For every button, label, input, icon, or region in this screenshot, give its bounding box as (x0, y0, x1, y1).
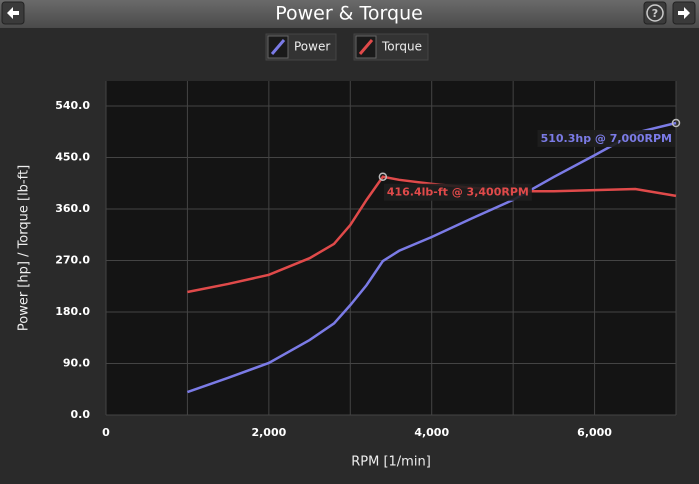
y-tick-label: 90.0 (63, 357, 90, 370)
legend: Power Torque (265, 33, 429, 61)
legend-label: Power (294, 40, 330, 54)
annotation-label: 416.4lb-ft @ 3,400RPM (387, 186, 529, 199)
annotation-background (383, 183, 532, 201)
annotation-marker (378, 172, 388, 181)
legend-item: Power (265, 33, 337, 61)
x-tick-label: 0 (102, 426, 110, 439)
annotation-label: 510.3hp @ 7,000RPM (541, 132, 672, 145)
chart-title: Power & Torque (275, 3, 423, 25)
forward-button[interactable] (672, 1, 696, 25)
y-tick-label: 450.0 (55, 151, 90, 164)
y-tick-label: 180.0 (55, 305, 90, 318)
y-tick-label: 0.0 (71, 408, 91, 421)
legend-swatch-line (358, 39, 374, 55)
y-tick-label: 270.0 (55, 254, 90, 267)
x-tick-label: 2,000 (251, 426, 286, 439)
series-line (187, 121, 677, 394)
y-tick-label: 540.0 (55, 99, 90, 112)
back-button[interactable] (1, 1, 25, 25)
help-button[interactable]: ? (643, 1, 667, 25)
svg-text:?: ? (652, 7, 658, 20)
x-tick-label: 4,000 (414, 426, 449, 439)
annotation-background (537, 129, 675, 147)
series-line (187, 175, 677, 294)
legend-item: Torque (353, 33, 429, 61)
legend-label: Torque (381, 40, 422, 54)
annotation-marker (671, 118, 681, 128)
y-axis-label: Power [hp] / Torque [lb-ft] (17, 165, 32, 331)
legend-swatch-line (270, 39, 286, 55)
header-bar (0, 0, 699, 28)
x-tick-label: 6,000 (577, 426, 612, 439)
y-tick-label: 360.0 (55, 202, 90, 215)
x-axis-label: RPM [1/min] (351, 455, 431, 470)
